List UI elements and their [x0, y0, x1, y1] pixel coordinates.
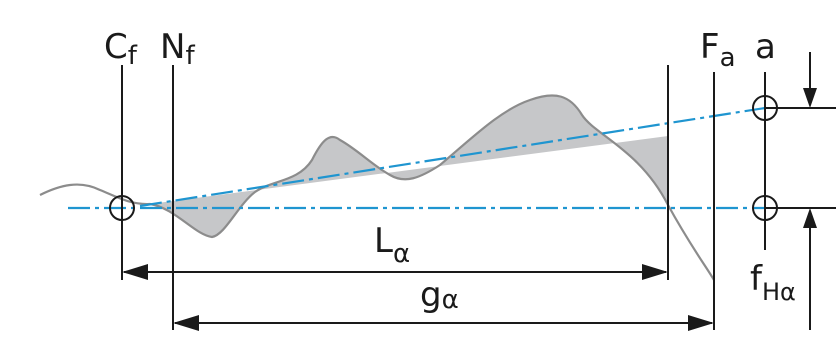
deviation-area [150, 95, 668, 237]
la-dimension-arrow [122, 264, 668, 280]
nf-label: Nf [160, 27, 195, 71]
la-label: Lα [374, 221, 410, 269]
fha-label: fHα [750, 259, 796, 306]
ga-dimension-arrow [173, 315, 714, 331]
fha-dimension-arrows [803, 52, 817, 330]
cf-circle [109, 195, 135, 221]
a-label: a [755, 27, 776, 67]
cf-label: Cf [104, 27, 138, 71]
fa-label: Fa [700, 27, 736, 73]
ga-label: gα [420, 275, 459, 315]
mean-profile-line [139, 106, 766, 208]
